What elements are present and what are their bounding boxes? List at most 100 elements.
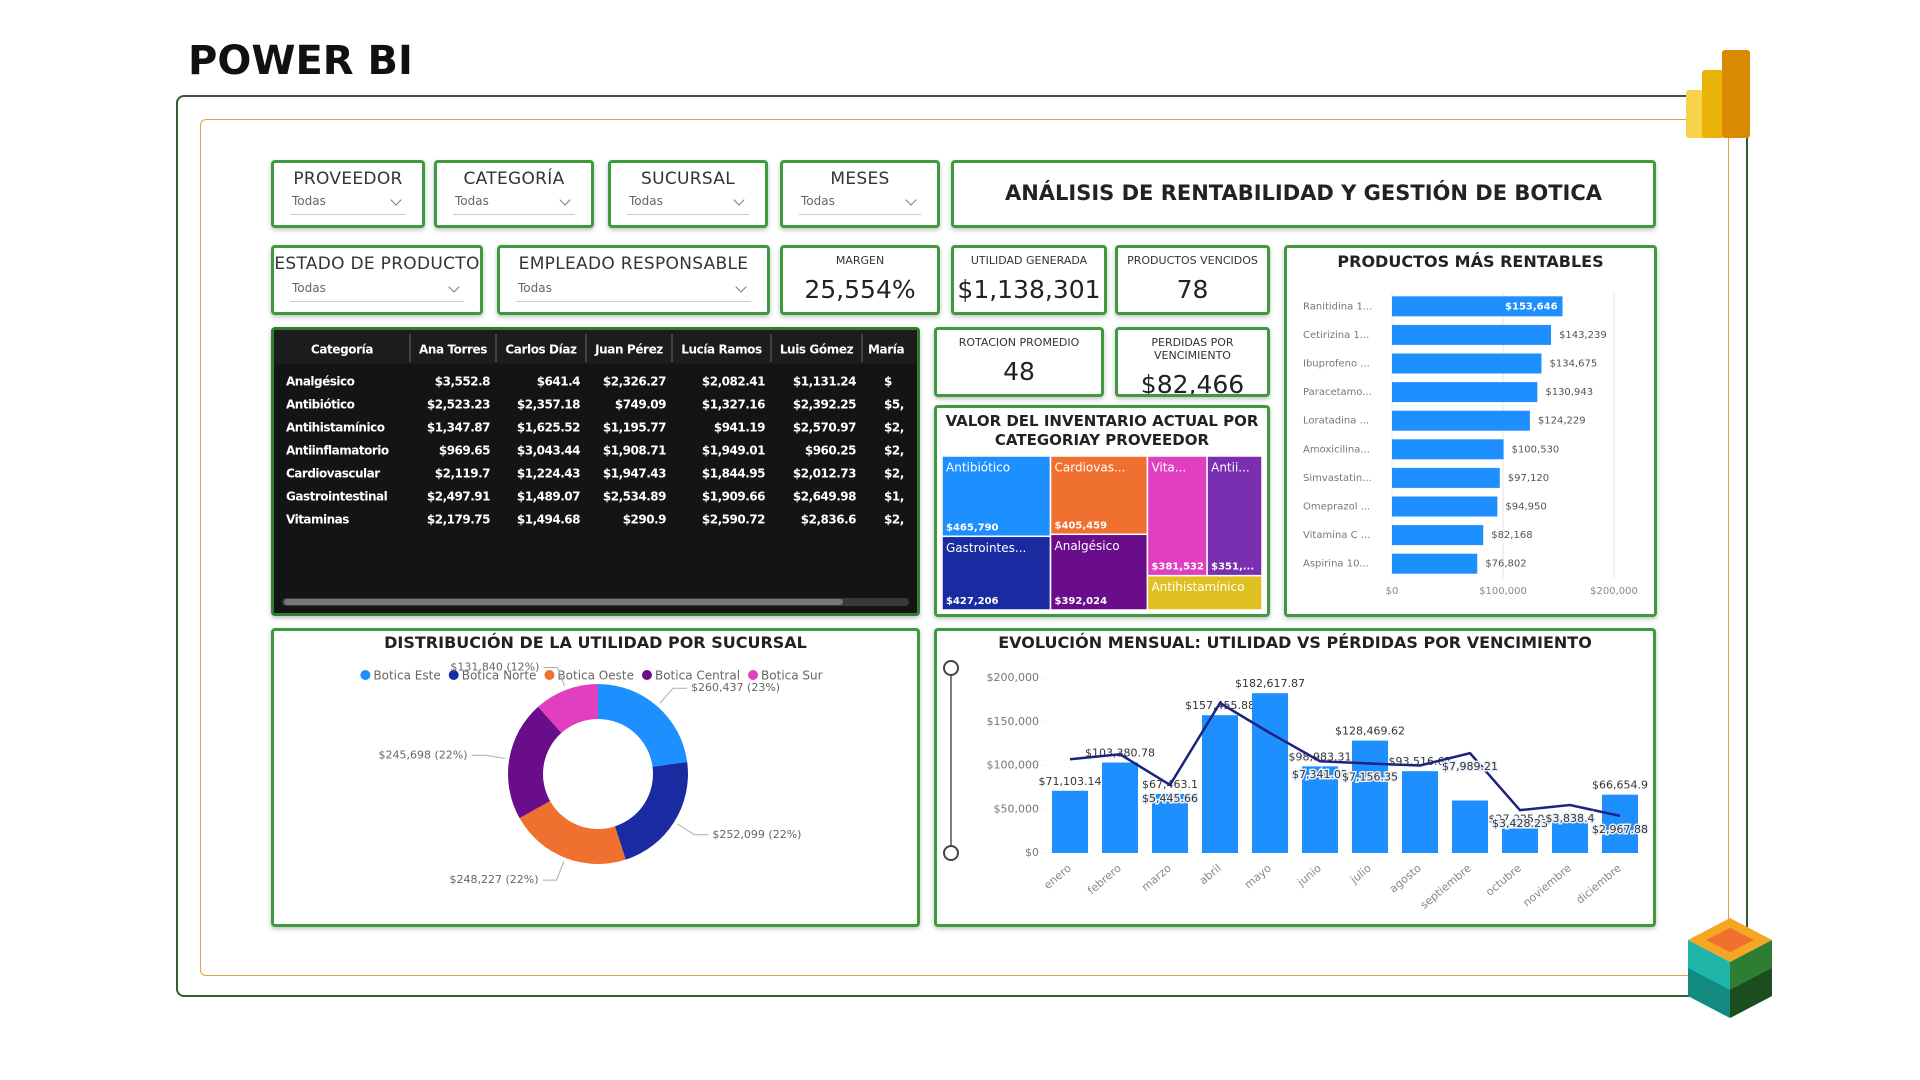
- legend-marker: [448, 670, 459, 680]
- scrollbar-thumb[interactable]: [284, 599, 843, 605]
- legend-label: Botica Oeste: [557, 669, 634, 683]
- treemap-value: $427,206: [946, 596, 999, 607]
- table-cell: $960.25: [805, 444, 856, 458]
- data-label: $97,120: [1508, 473, 1549, 484]
- slicer-dropdown[interactable]: Todas: [799, 194, 921, 215]
- slicer-value: Todas: [292, 194, 326, 208]
- column-header: Lucía Ramos: [681, 343, 762, 357]
- x-tick-label: marzo: [1139, 861, 1174, 893]
- treemap-cell: [1206, 455, 1263, 577]
- leader-line: [471, 754, 506, 760]
- power-bi-logo: [1686, 50, 1750, 138]
- kpi-card: MARGEN 25,554%: [780, 245, 940, 315]
- chart-svg: $0 $100,000 $200,000 Ranitidina 1... $153,64…: [1303, 292, 1638, 597]
- table-cell: $3,043.44: [517, 444, 580, 458]
- treemap-label: Gastrointes...: [946, 541, 1026, 555]
- y-tick-label: Loratadina ...: [1303, 416, 1369, 427]
- bar: [1552, 819, 1588, 853]
- chart-title: VALOR DEL INVENTARIO ACTUAL POR CATEGORI…: [945, 412, 1259, 449]
- kpi-label: MARGEN: [835, 254, 885, 267]
- slicer-dropdown[interactable]: Todas: [627, 194, 749, 215]
- bar: [1392, 467, 1500, 488]
- kpi-card: UTILIDAD GENERADA $1,138,301: [951, 245, 1107, 315]
- data-label: $143,239: [1559, 330, 1607, 341]
- donut-slice: [508, 706, 562, 819]
- donut-slice: [598, 684, 688, 767]
- y-tick-label: Ibuprofeno ...: [1303, 359, 1370, 370]
- x-tick-label: agosto: [1387, 861, 1424, 895]
- leader-line: [677, 823, 709, 836]
- x-tick-label: octubre: [1483, 861, 1524, 898]
- data-label: $7,989.21: [1442, 760, 1498, 773]
- bar: [1392, 553, 1478, 574]
- table-cell: $2,012.73: [793, 467, 856, 481]
- y-tick-label: Vitamina C ...: [1303, 530, 1370, 541]
- table-cell: $2,326.27: [603, 375, 666, 389]
- treemap-value: $465,790: [946, 522, 999, 533]
- slicer-value: Todas: [801, 194, 835, 208]
- table-cell: $2,570.97: [793, 421, 856, 435]
- row-header: Vitaminas: [286, 513, 349, 527]
- slicer-dropdown[interactable]: Todas: [453, 194, 575, 215]
- table-cell: $2,523.23: [427, 398, 490, 412]
- treemap-label: Antii...: [1211, 461, 1250, 475]
- x-tick-label: julio: [1347, 861, 1374, 886]
- chart-panel: DISTRIBUCIÓN DE LA UTILIDAD POR SUCURSAL…: [271, 628, 920, 927]
- data-label: $7,156.35: [1342, 771, 1398, 784]
- data-label: $3,838.4: [1546, 812, 1595, 825]
- table-cell: $1,: [884, 490, 904, 504]
- data-label: $131,840 (12%): [450, 660, 539, 673]
- legend-label: Botica Este: [373, 669, 440, 683]
- donut-slice: [614, 762, 688, 860]
- table-cell: $1,224.43: [517, 467, 580, 481]
- row-header: Antihistamínico: [286, 421, 385, 435]
- chart-title: PRODUCTOS MÁS RENTABLES: [1337, 252, 1604, 271]
- data-label: $124,229: [1538, 416, 1586, 427]
- bar: [1392, 439, 1504, 460]
- kpi-value: 78: [1176, 275, 1209, 304]
- leader-line: [542, 861, 565, 881]
- kpi-card: ROTACION PROMEDIO 48: [934, 327, 1104, 397]
- table-cell: $: [884, 375, 892, 389]
- table-cell: $2,649.98: [793, 490, 856, 504]
- table-cell: $2,357.18: [517, 398, 580, 412]
- legend-marker: [641, 670, 652, 680]
- table-cell: $2,082.41: [702, 375, 765, 389]
- table-cell: $3,552.8: [435, 375, 490, 389]
- x-tick-label: noviembre: [1520, 861, 1574, 909]
- slicer-dropdown[interactable]: Todas: [290, 194, 406, 215]
- treemap-label: Cardiovas...: [1055, 461, 1126, 475]
- table-cell: $1,327.16: [702, 398, 765, 412]
- table-cell: $1,195.77: [603, 421, 666, 435]
- cube-left-low: [1688, 968, 1730, 1018]
- row-header: Gastrointestinal: [286, 490, 388, 504]
- table-cell: $1,947.43: [603, 467, 666, 481]
- table-cell: $1,908.71: [603, 444, 666, 458]
- bar: [1402, 771, 1438, 853]
- chevron: [448, 281, 460, 293]
- chevron: [733, 194, 745, 206]
- legend: Botica Este Botica Norte Botica Oeste Botic…: [360, 669, 823, 683]
- data-label: $82,168: [1491, 530, 1532, 541]
- treemap-label: Analgésico: [1055, 539, 1120, 553]
- chevron: [905, 194, 917, 206]
- slider-handle[interactable]: [943, 660, 959, 676]
- table-cell: $1,949.01: [702, 444, 765, 458]
- bar: [1452, 800, 1488, 853]
- dashboard-title: ANÁLISIS DE RENTABILIDAD Y GESTIÓN DE BO…: [1004, 181, 1603, 205]
- data-label: $157,455.88: [1185, 699, 1255, 712]
- outer-frame: [176, 95, 1748, 997]
- data-label: $153,646: [1505, 301, 1558, 312]
- inner-frame: [200, 119, 1729, 976]
- kpi-label: PERDIDAS POR VENCIMIENTO: [1151, 336, 1234, 362]
- kpi-value: $82,466: [1140, 370, 1245, 397]
- kpi-card: PERDIDAS POR VENCIMIENTO $82,466: [1115, 327, 1270, 397]
- bar: [1152, 793, 1188, 853]
- table-cell: $1,489.07: [517, 490, 580, 504]
- slider-handle[interactable]: [943, 845, 959, 861]
- slicer-dropdown[interactable]: Todas: [290, 281, 464, 302]
- kpi-value: 48: [1003, 357, 1035, 386]
- y-tick-label: Paracetamo...: [1303, 387, 1372, 398]
- data-label: $182,617.87: [1235, 677, 1305, 690]
- slicer-dropdown[interactable]: Todas: [516, 281, 751, 302]
